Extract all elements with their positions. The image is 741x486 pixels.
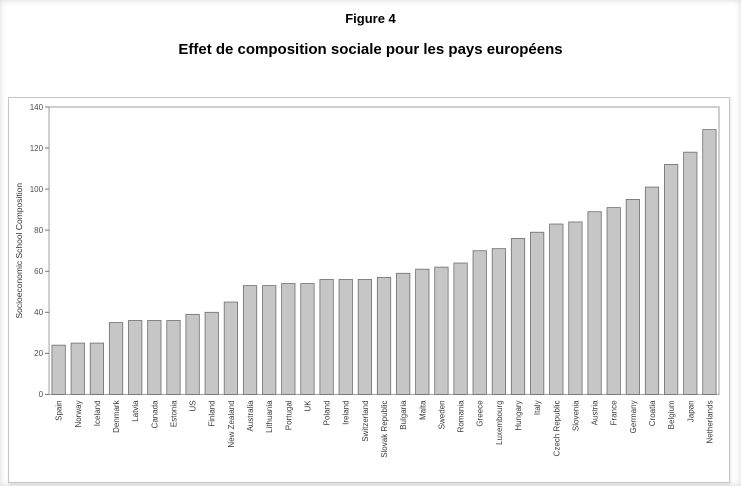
- bar: [89, 342, 105, 395]
- bar: [166, 320, 181, 395]
- bar: [683, 151, 698, 395]
- x-tick-label: Greece: [476, 400, 485, 427]
- bar: [606, 207, 621, 395]
- bar: [644, 186, 660, 395]
- x-tick-label: Spain: [55, 400, 64, 420]
- bar: [472, 250, 487, 395]
- bar: [223, 301, 238, 395]
- bar: [434, 266, 449, 395]
- chart-panel: 0 20 40 60 80 100 120 140 Spain Norway Iceland Denm…: [8, 97, 730, 483]
- x-tick-label: Ireland: [342, 400, 351, 424]
- bar: [147, 320, 162, 395]
- bar: [70, 342, 85, 395]
- bar: [625, 198, 640, 395]
- x-tick-label: Poland: [323, 400, 332, 425]
- bar: [549, 223, 564, 395]
- x-tick-label: Canada: [150, 400, 159, 429]
- x-tick-label: Czech Republic: [552, 400, 561, 456]
- x-tick-label: Norway: [74, 400, 83, 427]
- bar: [702, 129, 717, 395]
- y-axis-title: Socioeconomic School Composition: [14, 183, 24, 319]
- figure-title: Effet de composition sociale pour les pa…: [178, 41, 563, 58]
- y-tick-label: 140: [30, 103, 44, 112]
- bar: [396, 272, 411, 395]
- x-tick-label: Hungary: [514, 400, 523, 430]
- y-tick-label: 80: [34, 226, 43, 235]
- bar: [357, 279, 372, 395]
- x-tick-label: Australia: [246, 400, 255, 432]
- bar: [491, 248, 506, 395]
- x-tick-label: Austria: [591, 400, 600, 425]
- bar: [281, 283, 296, 395]
- bar: [108, 322, 124, 395]
- x-tick-label: Belgium: [667, 400, 676, 429]
- x-tick-label: Denmark: [112, 399, 121, 432]
- y-tick-label: 0: [39, 390, 44, 399]
- x-tick-label: Latvia: [131, 400, 140, 422]
- figure-label: Figure 4: [345, 11, 396, 26]
- x-tick-label: UK: [303, 400, 312, 412]
- x-tick-label: Slovak Republic: [380, 400, 389, 457]
- y-tick-label: 100: [30, 185, 44, 194]
- bar: [415, 268, 430, 395]
- bar: [664, 164, 679, 395]
- x-tick-label: Germany: [629, 400, 638, 433]
- x-tick-label: Slovenia: [571, 400, 580, 431]
- x-tick-label: Croatia: [648, 400, 657, 426]
- y-tick-label: 60: [34, 267, 43, 276]
- x-tick-label: Finland: [208, 400, 217, 426]
- x-tick-label: Lithuania: [265, 400, 274, 433]
- bar: [300, 283, 315, 395]
- bar: [338, 279, 353, 395]
- x-tick-label: Bulgaria: [399, 400, 408, 430]
- x-tick-label: Japan: [686, 400, 695, 422]
- x-tick-label: Estonia: [169, 400, 178, 427]
- bar: [530, 231, 545, 395]
- bar: [453, 262, 468, 395]
- x-tick-label: New Zealand: [227, 400, 236, 447]
- bar: [376, 276, 392, 395]
- bar: [128, 320, 143, 395]
- x-tick-label: France: [610, 400, 619, 425]
- x-tick-label: Luxembourg: [495, 400, 504, 444]
- bar: [242, 285, 258, 395]
- bar: [319, 279, 334, 395]
- bar: [262, 285, 277, 395]
- bar: [185, 313, 200, 395]
- x-tick-label: Italy: [533, 400, 542, 415]
- bar: [568, 221, 583, 395]
- x-tick-label: Netherlands: [705, 400, 714, 443]
- x-tick-label: Romania: [457, 400, 466, 433]
- x-tick-label: US: [189, 400, 198, 411]
- y-tick-label: 120: [30, 144, 44, 153]
- bar: [51, 344, 66, 395]
- x-tick-label: Iceland: [93, 400, 102, 426]
- bar: [204, 311, 219, 395]
- y-tick-label: 40: [34, 308, 43, 317]
- x-tick-label: Malta: [418, 400, 427, 420]
- bar: [510, 237, 526, 395]
- bar-chart: 0 20 40 60 80 100 120 140 Spain Norway Iceland Denm…: [14, 103, 720, 458]
- y-tick-label: 20: [34, 349, 43, 358]
- x-tick-label: Switzerland: [361, 400, 370, 441]
- x-tick-label: Sweden: [437, 400, 446, 429]
- bar: [587, 211, 602, 395]
- x-tick-label: Portugal: [284, 400, 293, 430]
